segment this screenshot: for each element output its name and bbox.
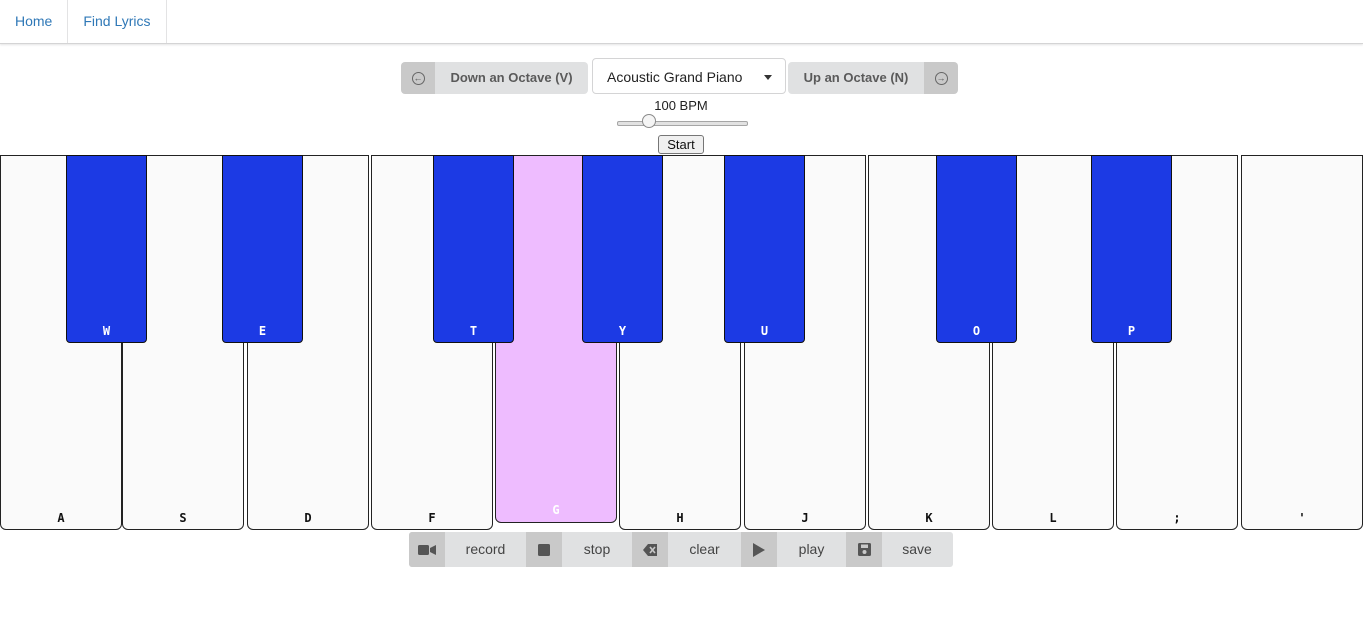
start-button[interactable]: Start (658, 135, 704, 154)
black-key[interactable]: P (1091, 155, 1172, 343)
piano-keyboard: A S D F G H J K L; ' W E T Y U O P (0, 155, 1363, 535)
top-menu: Home Find Lyrics (0, 0, 1363, 44)
dropdown-caret-icon (764, 75, 772, 80)
key-label: G (552, 503, 560, 517)
save-button[interactable]: save (846, 532, 952, 567)
key-label: S (179, 511, 187, 525)
key-label: F (428, 511, 436, 525)
up-octave-button[interactable]: Up an Octave (N) → (788, 62, 958, 94)
clear-button[interactable]: clear (632, 532, 741, 567)
key-label: T (469, 324, 478, 338)
key-label: W (102, 324, 111, 338)
key-label: J (801, 511, 809, 525)
play-icon (741, 532, 777, 567)
key-label: ' (1298, 511, 1306, 525)
play-button[interactable]: play (741, 532, 846, 567)
key-label: ; (1173, 511, 1181, 525)
key-label: H (676, 511, 684, 525)
key-label: U (760, 324, 769, 338)
arrow-left-circle-icon: ← (401, 62, 435, 94)
key-label: O (972, 324, 981, 338)
black-key[interactable]: E (222, 155, 303, 343)
stop-label: stop (583, 541, 611, 557)
stop-button[interactable]: stop (526, 532, 632, 567)
black-key[interactable]: T (433, 155, 514, 343)
record-label: record (465, 541, 506, 557)
black-key[interactable]: Y (582, 155, 663, 343)
up-octave-label: Up an Octave (N) (788, 62, 924, 94)
bpm-slider-thumb[interactable] (642, 114, 657, 128)
key-label: E (258, 324, 267, 338)
save-label: save (902, 541, 932, 557)
key-label: Y (618, 324, 627, 338)
instrument-selected: Acoustic Grand Piano (607, 69, 743, 85)
key-label: L (1049, 511, 1057, 525)
down-octave-button[interactable]: ← Down an Octave (V) (401, 62, 588, 94)
save-icon (846, 532, 882, 567)
arrow-right-circle-icon: → (924, 62, 958, 94)
recording-controls: record stop clear play save (409, 532, 953, 567)
black-key[interactable]: U (724, 155, 805, 343)
nav-home-link[interactable]: Home (0, 0, 69, 43)
white-key[interactable]: ' (1241, 155, 1363, 530)
bpm-label: 100 BPM (654, 98, 708, 113)
black-key[interactable]: W (66, 155, 147, 343)
key-label: P (1127, 324, 1136, 338)
instrument-dropdown[interactable]: Acoustic Grand Piano (592, 58, 786, 94)
record-button[interactable]: record (409, 532, 526, 567)
bpm-slider[interactable] (617, 114, 748, 128)
key-label: K (925, 511, 933, 525)
black-key[interactable]: O (936, 155, 1017, 343)
key-label: D (304, 511, 312, 525)
clear-label: clear (689, 541, 720, 557)
down-octave-label: Down an Octave (V) (435, 62, 588, 94)
video-camera-icon (409, 532, 445, 567)
key-label: A (57, 511, 65, 525)
stop-icon (526, 532, 562, 567)
play-label: play (798, 541, 825, 557)
eraser-icon (632, 532, 668, 567)
nav-find-lyrics-link[interactable]: Find Lyrics (68, 0, 167, 43)
